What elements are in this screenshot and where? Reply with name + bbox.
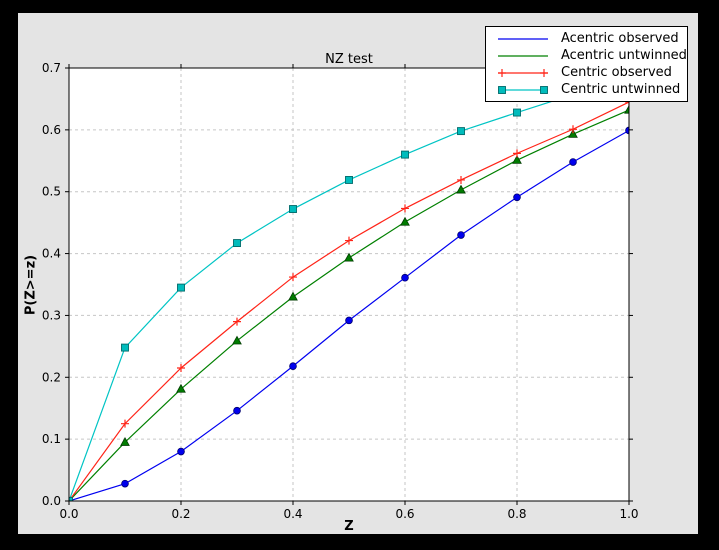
marker-plus [121,419,129,428]
series-centric-observed [69,98,629,501]
marker-square [513,108,521,117]
marker-triangle [512,154,522,164]
y-tick-label: 0.3 [42,308,61,322]
marker-triangle [176,383,186,393]
plot-background [69,68,629,501]
marker-circle [121,479,129,488]
marker-plus [345,236,353,245]
marker-plus [513,149,521,158]
marker-plus [498,68,506,77]
marker-triangle [120,437,130,446]
marker-square [289,205,297,213]
marker-circle [457,231,465,239]
marker-circle [289,362,297,370]
marker-circle [513,193,521,202]
y-tick-label: 0.7 [42,61,61,75]
x-tick-label: 1.0 [619,507,638,521]
legend-entry-acentric-untwinned: Acentric untwinned [492,47,687,64]
chart-title: NZ test [325,52,373,67]
marker-plus [625,98,629,107]
grid [69,68,629,501]
marker-square [401,150,409,159]
marker-circle [177,447,185,456]
legend-sample-line [498,85,548,94]
marker-plus [401,204,409,213]
legend-entry-centric-untwinned: Centric untwinned [492,81,687,98]
y-tick-label: 0.6 [42,123,61,137]
legend-label: Centric observed [561,65,672,80]
marker-plus [540,68,548,77]
marker-square [233,239,241,248]
marker-triangle [344,252,354,262]
marker-square [540,85,548,94]
marker-plus [569,125,577,134]
x-axis-label: Z [344,519,354,534]
marker-plus [177,364,185,373]
x-tick-label: 0.4 [283,507,302,521]
marker-plus [457,175,465,184]
marker-circle [401,273,409,282]
y-tick-label: 0.2 [42,370,61,384]
marker-triangle [232,335,242,345]
legend-label: Acentric untwinned [561,48,687,63]
legend-sample-line [498,68,548,77]
marker-square [498,85,506,94]
marker-circle [233,406,241,415]
legend-sample-line [498,37,548,40]
legend-sample-line [498,54,548,57]
legend-label: Acentric observed [561,31,679,46]
marker-square [69,497,73,501]
marker-plus [233,317,241,326]
x-tick-label: 0.2 [171,507,190,521]
y-tick-label: 0.4 [42,247,61,261]
x-tick-label: 0.6 [395,507,414,521]
marker-plus [289,273,297,282]
marker-triangle [624,104,629,114]
legend-box: Acentric observed Acentric untwinned Cen… [485,26,688,102]
marker-circle [569,158,577,166]
y-axis-label: P(Z>=z) [23,254,39,316]
legend-label: Centric untwinned [561,82,681,97]
marker-triangle [456,184,466,194]
marker-square [345,176,353,184]
plot-area: 0.0 0.2 0.4 0.6 0.8 1.0 0.0 0.1 0.2 0.3 0.4 0.5 0.6 0… [42,61,639,521]
marker-triangle [288,291,298,301]
plot-frame [68,67,630,502]
figure-canvas: 0.0 0.2 0.4 0.6 0.8 1.0 0.0 0.1 0.2 0.3 0.4 0.5 0.6 0… [18,13,698,534]
legend-entry-centric-observed: Centric observed [492,64,687,81]
x-tick-label: 0.0 [59,507,78,521]
y-tick-label: 0.0 [42,494,61,508]
marker-square [457,127,465,136]
y-tick-label: 0.5 [42,185,61,199]
marker-square [177,283,185,292]
y-tick-label: 0.1 [42,432,61,446]
marker-square [121,343,129,352]
marker-triangle [568,128,578,138]
marker-circle [345,316,353,325]
legend-entry-acentric-observed: Acentric observed [492,30,687,47]
marker-triangle [400,216,410,226]
tick-labels: 0.0 0.2 0.4 0.6 0.8 1.0 0.0 0.1 0.2 0.3 0.4 0.5 0.6 0… [42,61,639,521]
x-tick-label: 0.8 [507,507,526,521]
